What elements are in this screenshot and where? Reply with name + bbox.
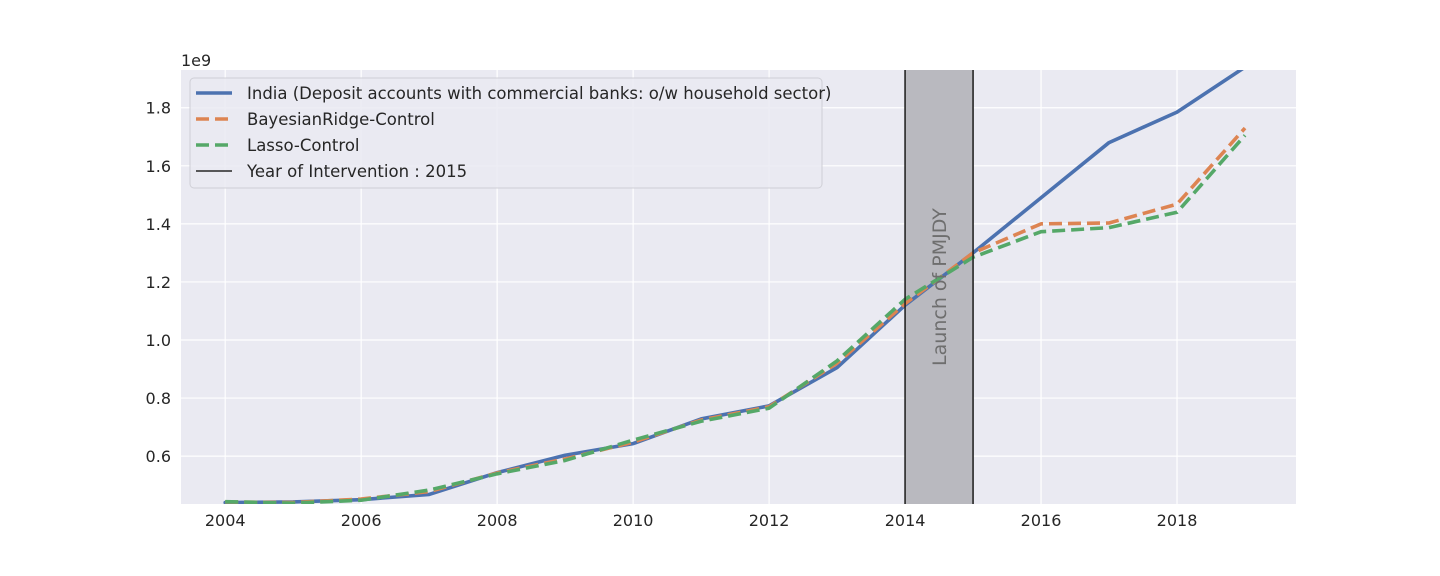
y-tick-label: 1.8: [146, 99, 171, 118]
x-tick-label: 2018: [1157, 511, 1198, 530]
intervention-shade: [905, 70, 974, 504]
y-multiplier-label: 1e9: [181, 51, 211, 70]
legend-series-2-label: Lasso-Control: [247, 136, 360, 155]
x-tick-labels: 2004 2006 2008 2010 2012 2014 2016 2018: [205, 511, 1198, 530]
legend-series-0-label: India (Deposit accounts with commercial …: [247, 84, 831, 103]
annotation-layer: Launch of PMJDY: [929, 208, 951, 366]
intervention-shade-layer: [905, 70, 974, 504]
x-tick-label: 2016: [1021, 511, 1062, 530]
y-tick-label: 0.8: [146, 389, 171, 408]
x-tick-label: 2006: [341, 511, 382, 530]
series-line-2: [225, 134, 1247, 504]
y-tick-labels: 0.6 0.8 1.0 1.2 1.4 1.6 1.8: [146, 99, 171, 466]
y-tick-label: 1.2: [146, 273, 171, 292]
x-tick-label: 2014: [885, 511, 926, 530]
legend-series-1-label: BayesianRidge-Control: [247, 110, 435, 129]
series-layer: [223, 70, 1247, 504]
y-tick-label: 1.0: [146, 331, 171, 350]
x-tick-label: 2010: [613, 511, 654, 530]
intervention-annotation: Launch of PMJDY: [929, 208, 951, 366]
legend: India (Deposit accounts with commercial …: [189, 77, 831, 189]
y-tick-label: 1.6: [146, 157, 171, 176]
y-tick-label: 1.4: [146, 215, 171, 234]
legend-box: [189, 77, 823, 189]
legend-intervention-label: Year of Intervention : 2015: [246, 162, 467, 181]
x-tick-label: 2004: [205, 511, 246, 530]
x-tick-label: 2012: [749, 511, 790, 530]
intervention-lines: [904, 70, 974, 504]
x-tick-label: 2008: [477, 511, 518, 530]
y-tick-label: 0.6: [146, 447, 171, 466]
